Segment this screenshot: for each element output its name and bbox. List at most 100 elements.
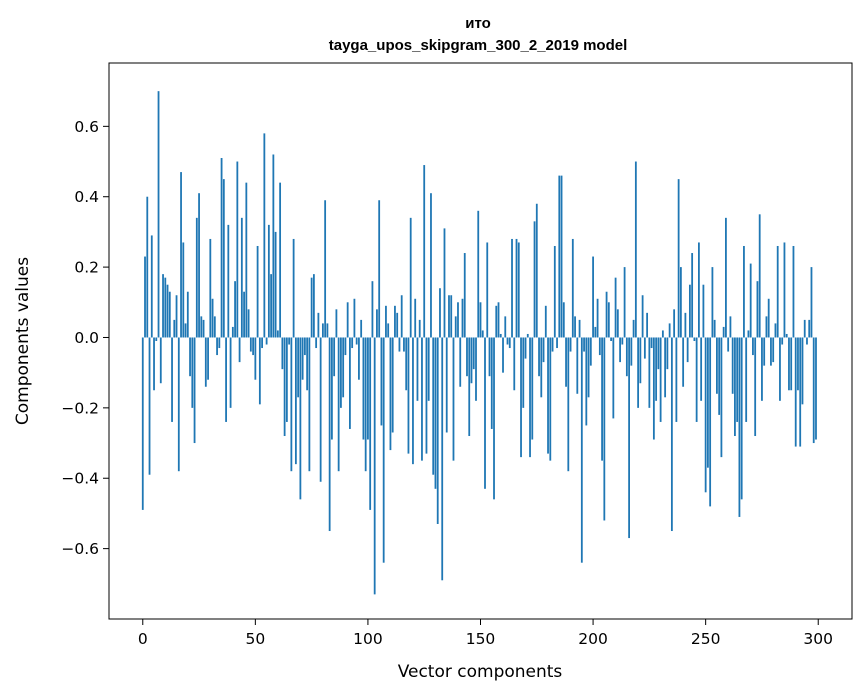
bar [443, 228, 446, 338]
bar [686, 337, 689, 363]
x-tick-label: 300 [803, 630, 833, 648]
bar [470, 337, 473, 384]
bar [616, 309, 619, 338]
bar [747, 330, 750, 338]
bar [303, 337, 306, 356]
bars-group [141, 91, 817, 595]
bar [434, 337, 437, 489]
bar [321, 323, 324, 338]
bar [639, 337, 642, 384]
bar [709, 337, 712, 507]
bar [353, 298, 356, 338]
bar [679, 267, 682, 338]
bar [734, 337, 736, 437]
bar [168, 291, 171, 338]
y-tick-label: −0.2 [61, 399, 99, 417]
bar [308, 337, 311, 472]
chart-subtitle: tayga_upos_skipgram_300_2_2019 model [329, 37, 628, 54]
bar [371, 281, 374, 338]
bar [326, 323, 329, 338]
bar [560, 175, 563, 338]
bar [700, 337, 703, 401]
bar [792, 245, 795, 338]
bar [349, 337, 351, 429]
bar [162, 274, 164, 338]
y-tick-label: 0.6 [74, 118, 99, 136]
bar [788, 337, 790, 391]
x-tick-label: 150 [466, 630, 496, 648]
y-tick-label: −0.6 [61, 540, 99, 558]
bar [231, 326, 234, 338]
bar [180, 172, 182, 338]
bar [270, 274, 273, 338]
bar [274, 231, 277, 338]
bar [159, 337, 162, 384]
bar [416, 337, 419, 401]
bar [362, 337, 365, 440]
bar [261, 337, 263, 349]
bar [211, 298, 214, 338]
bar [481, 330, 484, 338]
bar [531, 337, 534, 440]
bar [193, 337, 196, 444]
bar [400, 295, 403, 338]
bar [517, 242, 520, 338]
bar [436, 337, 439, 524]
bar [254, 337, 257, 380]
bar [646, 312, 649, 338]
bar [594, 326, 597, 338]
bar [648, 337, 651, 408]
bar [763, 337, 766, 366]
bar [670, 337, 673, 532]
bar [202, 319, 205, 338]
bar [182, 242, 185, 338]
bar [569, 337, 572, 352]
bar [628, 337, 630, 539]
bar [711, 267, 714, 338]
bar [200, 316, 203, 338]
bar [220, 158, 223, 338]
bar [358, 337, 360, 380]
bar [515, 238, 518, 338]
bar [425, 337, 428, 454]
x-tick-label: 0 [138, 630, 148, 648]
bar [736, 337, 739, 422]
bar [583, 337, 585, 352]
bar [166, 284, 169, 338]
bar [783, 242, 786, 338]
bar [378, 200, 381, 338]
bar [556, 337, 558, 349]
bar [511, 238, 513, 338]
bar [310, 277, 313, 338]
bar [520, 337, 522, 458]
bar [698, 242, 700, 338]
bar [731, 337, 734, 394]
bar [630, 337, 633, 366]
bar [252, 337, 254, 356]
bar [373, 337, 376, 595]
bar [432, 337, 435, 475]
bar [315, 337, 318, 349]
bar [459, 337, 462, 387]
bar [508, 337, 511, 349]
bar [146, 196, 149, 338]
bar [675, 337, 678, 422]
bar [306, 337, 309, 391]
bar [743, 245, 745, 338]
bar [177, 337, 180, 472]
bar [450, 295, 453, 338]
bar [551, 337, 554, 352]
bar [238, 337, 241, 363]
x-tick-label: 250 [691, 630, 721, 648]
bar [486, 242, 489, 338]
bar [691, 253, 694, 338]
bar [553, 245, 556, 338]
bar [797, 337, 799, 391]
bar [614, 277, 617, 338]
bar [294, 337, 297, 465]
bar [184, 323, 187, 338]
bar [729, 316, 732, 338]
bar [603, 337, 606, 521]
bar [342, 337, 345, 398]
bar [727, 337, 730, 352]
